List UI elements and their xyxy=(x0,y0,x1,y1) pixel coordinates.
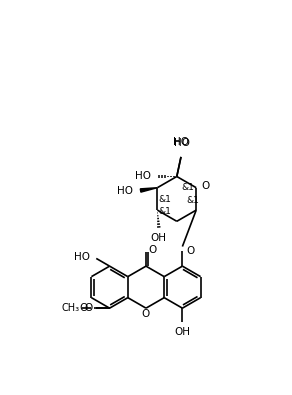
Text: O: O xyxy=(142,309,150,319)
Text: HO: HO xyxy=(173,137,189,147)
Text: O: O xyxy=(85,303,93,313)
Text: HO: HO xyxy=(174,139,190,149)
Text: OH: OH xyxy=(151,233,167,243)
Text: O: O xyxy=(148,245,156,255)
Polygon shape xyxy=(140,188,157,192)
Text: CH₃: CH₃ xyxy=(61,303,79,313)
Text: HO: HO xyxy=(135,171,151,181)
Text: O: O xyxy=(187,246,195,256)
Text: &1: &1 xyxy=(182,182,195,192)
Text: OH: OH xyxy=(174,327,190,337)
Text: O: O xyxy=(202,181,210,191)
Text: &1: &1 xyxy=(159,195,172,204)
Text: O: O xyxy=(79,303,88,313)
Text: HO: HO xyxy=(117,186,133,196)
Text: HO: HO xyxy=(74,252,90,262)
Text: &1: &1 xyxy=(159,207,172,216)
Text: &1: &1 xyxy=(186,196,199,205)
